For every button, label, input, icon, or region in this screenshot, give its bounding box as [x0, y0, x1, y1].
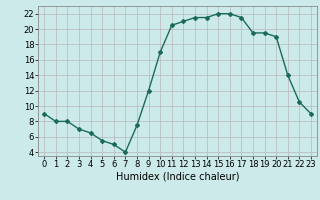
X-axis label: Humidex (Indice chaleur): Humidex (Indice chaleur) [116, 172, 239, 182]
